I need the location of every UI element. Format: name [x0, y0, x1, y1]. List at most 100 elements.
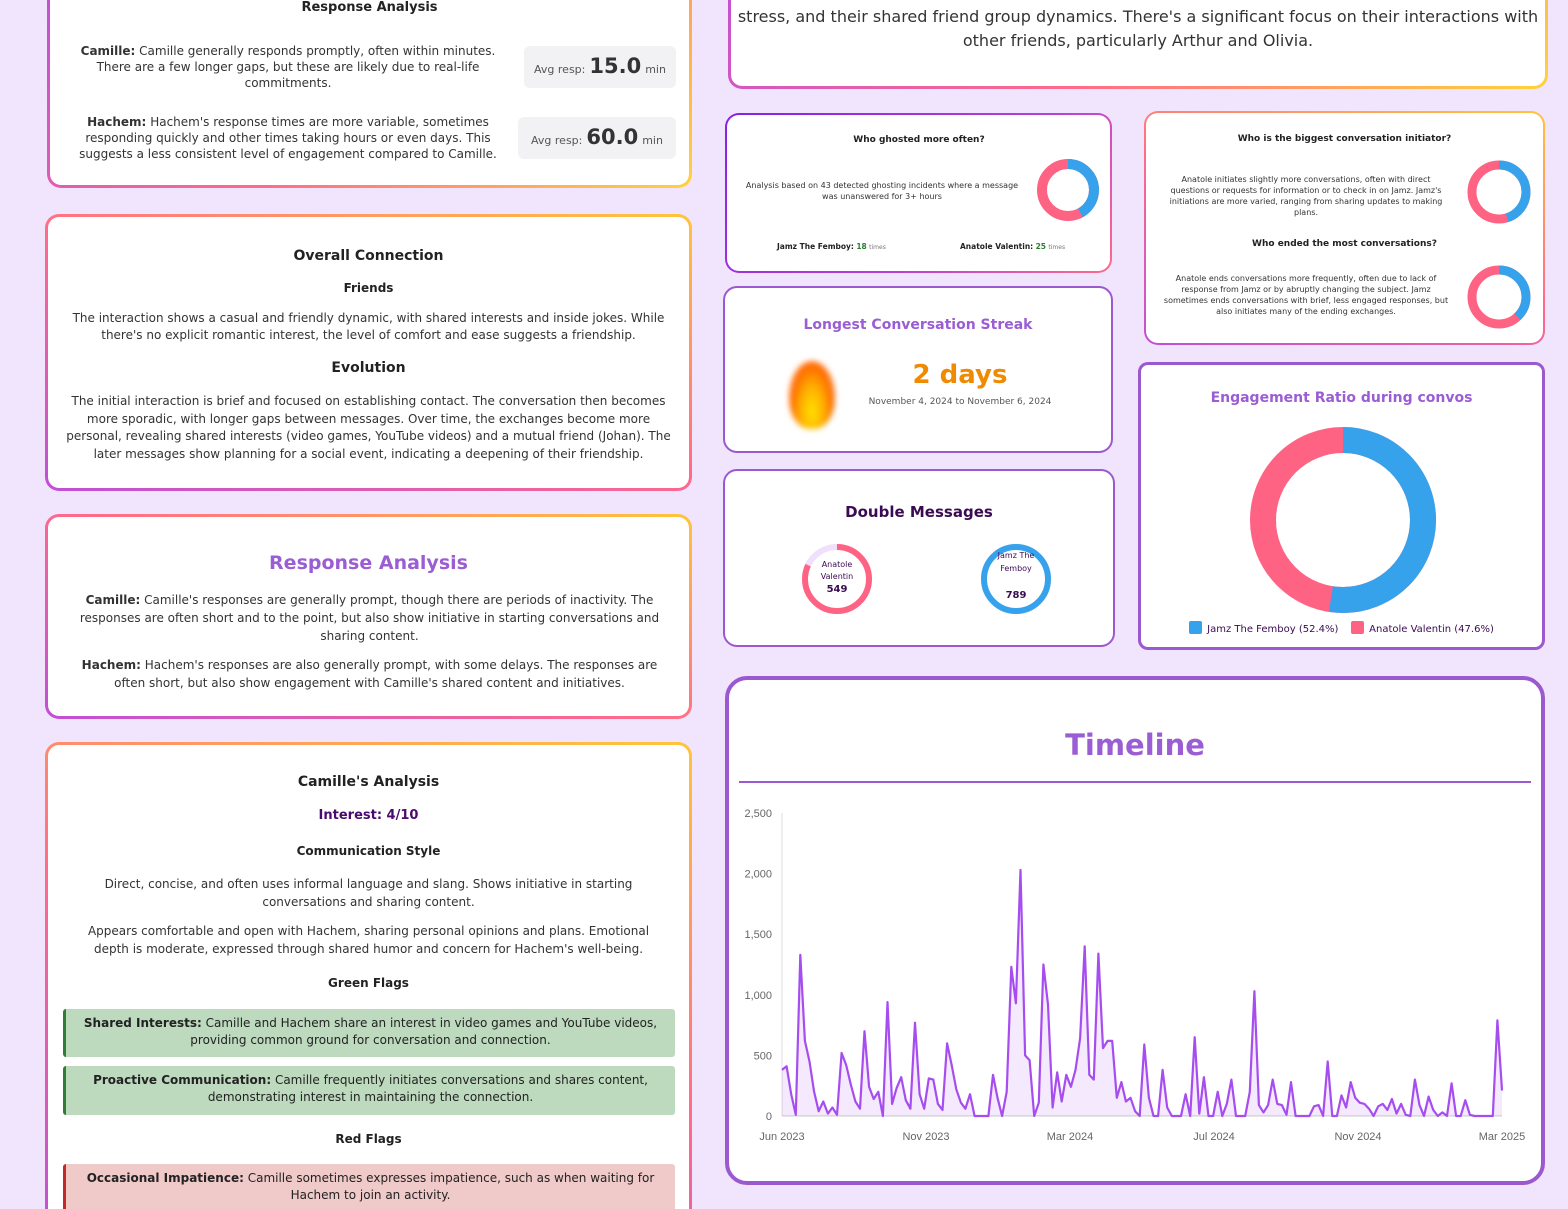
flag-text: Camille and Hachem share an interest in …	[190, 1016, 658, 1047]
x-tick-label: Nov 2023	[902, 1131, 949, 1143]
evolution-text: The initial interaction is brief and foc…	[66, 394, 671, 461]
ghost-p2-name: Anatole Valentin:	[960, 242, 1034, 251]
overall-connection-card: Overall Connection Friends The interacti…	[45, 214, 692, 491]
camille-name: Camille:	[85, 593, 141, 607]
y-tick-label: 1,000	[744, 990, 772, 1002]
communication-style-heading: Communication Style	[296, 844, 441, 858]
hachem-name: Hachem:	[87, 115, 147, 129]
camille-response-desc: Camille's responses are generally prompt…	[79, 593, 660, 643]
interest-score: Interest: 4/10	[318, 808, 419, 823]
initiator-description: Anatole initiates slightly more conversa…	[1169, 175, 1443, 217]
summary-line-2: other friends, particularly Arthur and O…	[962, 31, 1314, 50]
friends-text: The interaction shows a casual and frien…	[72, 311, 665, 342]
legend-swatch-pink	[1351, 621, 1365, 634]
ghosting-title: Who ghosted more often?	[853, 135, 985, 145]
timeline-title: Timeline	[1065, 728, 1205, 762]
initiator-donut-blue	[1467, 160, 1531, 224]
streak-value: 2 days	[912, 360, 1008, 390]
ghost-p2-unit: times	[1048, 244, 1066, 251]
green-flag-item: Proactive Communication: Camille frequen…	[63, 1066, 675, 1115]
streak-card: Longest Conversation Streak 2 days Novem…	[723, 286, 1113, 453]
camille-analysis-title: Camille's Analysis	[297, 774, 440, 790]
legend-label-jamz: Jamz The Femboy (52.4%)	[1207, 624, 1339, 635]
timeline-card: Timeline 0 500 1,000 1,500 2,000 2,500 Jun 202…	[725, 676, 1545, 1185]
response-analysis-title: Response Analysis	[301, 0, 438, 15]
evolution-heading: Evolution	[331, 360, 406, 376]
ghost-p1-unit: times	[869, 244, 886, 251]
hachem-avg-value: 60.0	[586, 125, 639, 149]
ghosting-donut-blue	[1037, 159, 1099, 221]
x-tick-label: Mar 2024	[1047, 1131, 1093, 1143]
legend-item-anatole: Anatole Valentin (47.6%)	[1351, 621, 1494, 635]
overall-connection-title: Overall Connection	[293, 248, 444, 264]
ender-title: Who ended the most conversations?	[1252, 239, 1437, 249]
engagement-donut-blue	[1250, 427, 1436, 613]
legend-label-anatole: Anatole Valentin (47.6%)	[1369, 624, 1494, 635]
green-flag-item: Shared Interests: Camille and Hachem sha…	[63, 1009, 675, 1057]
flag-name: Shared Interests:	[83, 1016, 202, 1030]
camille-analysis-card: Camille's Analysis Interest: 4/10 Commun…	[45, 742, 692, 1209]
double-p1-ring	[802, 544, 872, 614]
double-p1-value: 549	[826, 584, 848, 595]
legend-item-jamz: Jamz The Femboy (52.4%)	[1189, 621, 1339, 635]
ghost-p2-value: 25	[1035, 242, 1046, 251]
avg-label: Avg resp:	[531, 134, 583, 147]
ghost-p1-value: 18	[856, 242, 867, 251]
camille-response-text: Camille: Camille generally responds prom…	[68, 43, 508, 91]
engagement-card: Engagement Ratio during convos Jamz The …	[1138, 362, 1545, 650]
engagement-legend: Jamz The Femboy (52.4%) Anatole Valentin…	[1141, 621, 1542, 635]
camille-avg-response-box: Avg resp: 15.0 min	[524, 46, 676, 88]
streak-title: Longest Conversation Streak	[803, 317, 1033, 333]
red-flags-heading: Red Flags	[335, 1132, 402, 1146]
x-tick-label: Nov 2024	[1334, 1131, 1381, 1143]
streak-range: November 4, 2024 to November 6, 2024	[868, 397, 1052, 407]
ghost-p1: Jamz The Femboy: 18 times	[777, 242, 886, 251]
initiator-donut	[1467, 160, 1531, 224]
hachem-response-paragraph: Hachem: Hachem's responses are also gene…	[70, 656, 669, 692]
ghosting-card: Who ghosted more often? Analysis based o…	[725, 113, 1112, 273]
timeline-divider	[739, 781, 1531, 783]
communication-style-text: Direct, concise, and often uses informal…	[104, 877, 633, 909]
response-analysis-heading: Response Analysis	[269, 552, 468, 574]
ender-description: Anatole ends conversations more frequent…	[1163, 274, 1449, 316]
summary-card: stress, and their shared friend group dy…	[728, 0, 1548, 89]
double-p2-name: Jamz The Femboy	[997, 551, 1035, 573]
x-tick-label: Mar 2025	[1479, 1131, 1525, 1143]
red-flag-item: Occasional Impatience: Camille sometimes…	[63, 1164, 675, 1209]
flag-text: Camille frequently initiates conversatio…	[207, 1073, 648, 1104]
y-tick-label: 0	[766, 1111, 772, 1123]
y-tick-label: 1,500	[744, 929, 772, 941]
hachem-response-desc: Hachem's response times are more variabl…	[79, 115, 497, 161]
ender-donut-blue	[1467, 265, 1531, 329]
emotional-depth-text: Appears comfortable and open with Hachem…	[87, 924, 650, 956]
hachem-response-text: Hachem: Hachem's response times are more…	[68, 114, 508, 162]
hachem-avg-response-box: Avg resp: 60.0 min	[518, 117, 676, 159]
ender-donut	[1467, 265, 1531, 329]
y-tick-label: 2,000	[744, 869, 772, 881]
friends-heading: Friends	[343, 281, 394, 295]
avg-unit: min	[642, 134, 663, 147]
response-analysis-card: Response Analysis Camille: Camille's res…	[45, 514, 692, 719]
hachem-name: Hachem:	[81, 658, 141, 672]
legend-swatch-blue	[1189, 621, 1203, 634]
flag-name: Occasional Impatience:	[86, 1171, 244, 1185]
timeline-series-line	[781, 868, 1504, 1118]
flag-name: Proactive Communication:	[93, 1073, 272, 1087]
double-messages-card: Double Messages Anatole Valentin 549 Jam…	[723, 469, 1115, 647]
hachem-response-desc: Hachem's responses are also generally pr…	[114, 658, 658, 690]
engagement-title: Engagement Ratio during convos	[1210, 390, 1473, 406]
ghosting-description: Analysis based on 43 detected ghosting i…	[745, 181, 1019, 201]
double-p1-ring-fill	[802, 544, 872, 614]
initiator-card: Who is the biggest conversation initiato…	[1144, 111, 1545, 345]
double-p2-ring-fill	[981, 544, 1051, 614]
timeline-chart: 0 500 1,000 1,500 2,000 2,500 Jun 2023 Nov 2023…	[744, 808, 1525, 1143]
ghosting-donut	[1037, 159, 1099, 221]
camille-response-paragraph: Camille: Camille's responses are general…	[70, 591, 669, 645]
camille-name: Camille:	[80, 44, 136, 58]
x-tick-label: Jul 2024	[1193, 1131, 1235, 1143]
camille-avg-value: 15.0	[589, 54, 642, 78]
avg-unit: min	[645, 63, 666, 76]
avg-label: Avg resp:	[534, 63, 586, 76]
double-p2-ring	[981, 544, 1051, 614]
x-tick-label: Jun 2023	[759, 1131, 804, 1143]
